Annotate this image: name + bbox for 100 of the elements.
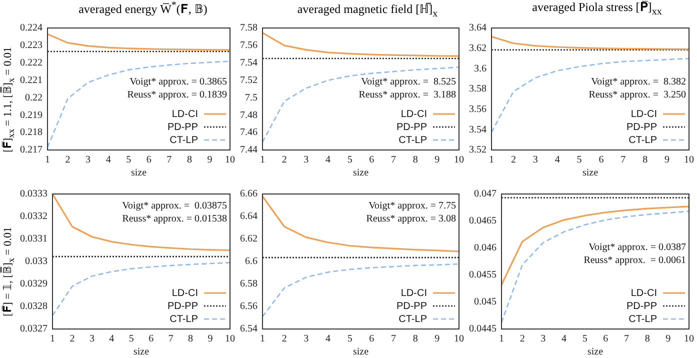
x-tick-label: 2	[520, 334, 525, 345]
legend-label: PD-PP	[167, 122, 198, 133]
line-series	[52, 262, 230, 316]
y-tick-label: 0.0332	[20, 211, 48, 222]
x-tick-label: 3	[532, 154, 538, 166]
chart-title: averaged Piola stress [𝐏̅]$_{xx}$	[531, 0, 663, 20]
x-tick-label: 9	[664, 154, 670, 166]
x-tick-label: 7	[620, 154, 626, 166]
y-tick-label: 7.48	[240, 110, 258, 121]
x-tick-label: 5	[128, 334, 134, 345]
y-tick-label: 0.0327	[20, 324, 48, 335]
x-axis-title: size	[582, 168, 599, 179]
y-tick-label: 3.62	[469, 42, 486, 54]
y-tick-label: 6.54	[240, 324, 258, 335]
x-tick-label: 3	[89, 334, 94, 345]
x-tick-label: 3	[86, 154, 91, 166]
x-tick-label: 4	[106, 154, 111, 166]
y-tick-label: 7.58	[240, 22, 258, 34]
x-tick-label: 10	[684, 154, 694, 166]
x-tick-label: 4	[326, 334, 330, 345]
x-tick-label: 3	[540, 334, 546, 345]
y-tick-label: 6.66	[240, 188, 258, 200]
x-tick-label: 4	[554, 154, 560, 166]
y-tick-label: 7.46	[240, 127, 258, 138]
x-tick-label: 7	[166, 154, 172, 166]
x-tick-label: 7	[391, 334, 396, 345]
y-tick-label: 0.222	[20, 57, 42, 68]
y-tick-label: 6.58	[240, 278, 258, 290]
x-tick-label: 2	[510, 154, 516, 166]
y-tick-label: 0.221	[20, 74, 42, 86]
y-tick-label: 7.56	[240, 40, 258, 52]
x-axis-title: size	[133, 346, 150, 358]
annotation: Voigt* approx. = 0.3865	[130, 76, 227, 88]
legend-label: LD-CI	[400, 108, 427, 120]
line-series	[492, 58, 689, 133]
legend-label: PD-PP	[396, 300, 428, 312]
x-tick-label: 4	[109, 334, 114, 345]
y-tick-label: 7.44	[240, 144, 258, 156]
x-tick-label: 7	[624, 334, 629, 345]
x-tick-label: 8	[644, 334, 650, 345]
x-tick-label: 4	[326, 154, 330, 166]
y-tick-label: 7.5	[245, 92, 258, 104]
y-tick-label: 0.0445	[469, 324, 496, 335]
y-tick-label: 6.56	[240, 301, 258, 312]
y-tick-label: 0.045	[474, 296, 496, 308]
x-tick-label: 1	[499, 334, 504, 345]
x-tick-label: 8	[412, 154, 418, 166]
x-tick-label: 6	[598, 154, 604, 166]
x-tick-label: 3	[304, 154, 309, 166]
x-tick-label: 1	[45, 154, 50, 166]
annotation: Reuss* approx. = 0.0061	[584, 255, 686, 266]
x-tick-label: 4	[562, 334, 566, 345]
legend-label: PD-PP	[396, 122, 428, 133]
y-tick-label: 0.0333	[20, 188, 48, 200]
y-tick-label: 3.64	[469, 22, 486, 34]
x-tick-label: 10	[225, 154, 235, 166]
x-tick-label: 9	[666, 334, 671, 345]
legend-label: LD-CI	[172, 108, 198, 120]
legend-label: CT-LP	[628, 134, 658, 146]
x-tick-label: 10	[684, 334, 694, 345]
x-tick-label: 7	[168, 334, 174, 345]
y-tick-label: 3.6	[474, 63, 486, 74]
y-tick-label: 0.033	[25, 256, 48, 268]
y-tick-label: 0.223	[20, 40, 42, 52]
x-tick-label: 6	[603, 334, 608, 345]
x-tick-label: 2	[282, 154, 287, 166]
x-tick-label: 6	[148, 334, 154, 345]
annotation: Voigt* approx. = 0.03875	[122, 200, 227, 212]
x-tick-label: 1	[260, 154, 265, 166]
legend-label: PD-PP	[167, 300, 198, 312]
line-series	[262, 66, 459, 143]
y-tick-label: 0.219	[20, 110, 42, 121]
chart-title: averaged energy W̅$^{*}$(𝐅, 𝔹)	[78, 0, 208, 18]
x-tick-label: 5	[576, 154, 582, 166]
y-tick-label: 6.62	[240, 234, 258, 245]
legend-label: LD-CI	[400, 288, 427, 299]
legend-label: CT-LP	[398, 134, 428, 146]
x-tick-label: 5	[347, 154, 352, 166]
x-tick-label: 8	[412, 334, 418, 345]
x-tick-label: 8	[188, 334, 194, 345]
x-axis-title: size	[130, 168, 148, 179]
x-tick-label: 9	[434, 334, 440, 345]
x-axis-title: size	[587, 346, 604, 358]
annotation: Voigt* approx. = 8.525	[361, 76, 456, 88]
y-tick-label: 3.58	[469, 84, 486, 95]
line-series	[502, 210, 689, 324]
annotation: Voigt* approx. = 7.75	[368, 200, 456, 212]
annotation: Voigt* approx. = 0.0387	[588, 242, 686, 254]
x-tick-label: 1	[260, 334, 265, 345]
y-tick-label: 0.217	[20, 144, 42, 156]
annotation: Reuss* approx. = 0.01538	[122, 213, 227, 224]
x-tick-label: 8	[186, 154, 192, 166]
x-tick-label: 5	[126, 154, 132, 166]
x-tick-label: 6	[369, 334, 374, 345]
y-tick-label: 7.54	[240, 57, 258, 68]
x-axis-title: size	[352, 346, 370, 358]
y-tick-label: 0.22	[25, 92, 42, 104]
x-tick-label: 5	[347, 334, 352, 345]
x-axis-title: size	[352, 168, 370, 179]
y-tick-label: 0.224	[20, 22, 42, 34]
